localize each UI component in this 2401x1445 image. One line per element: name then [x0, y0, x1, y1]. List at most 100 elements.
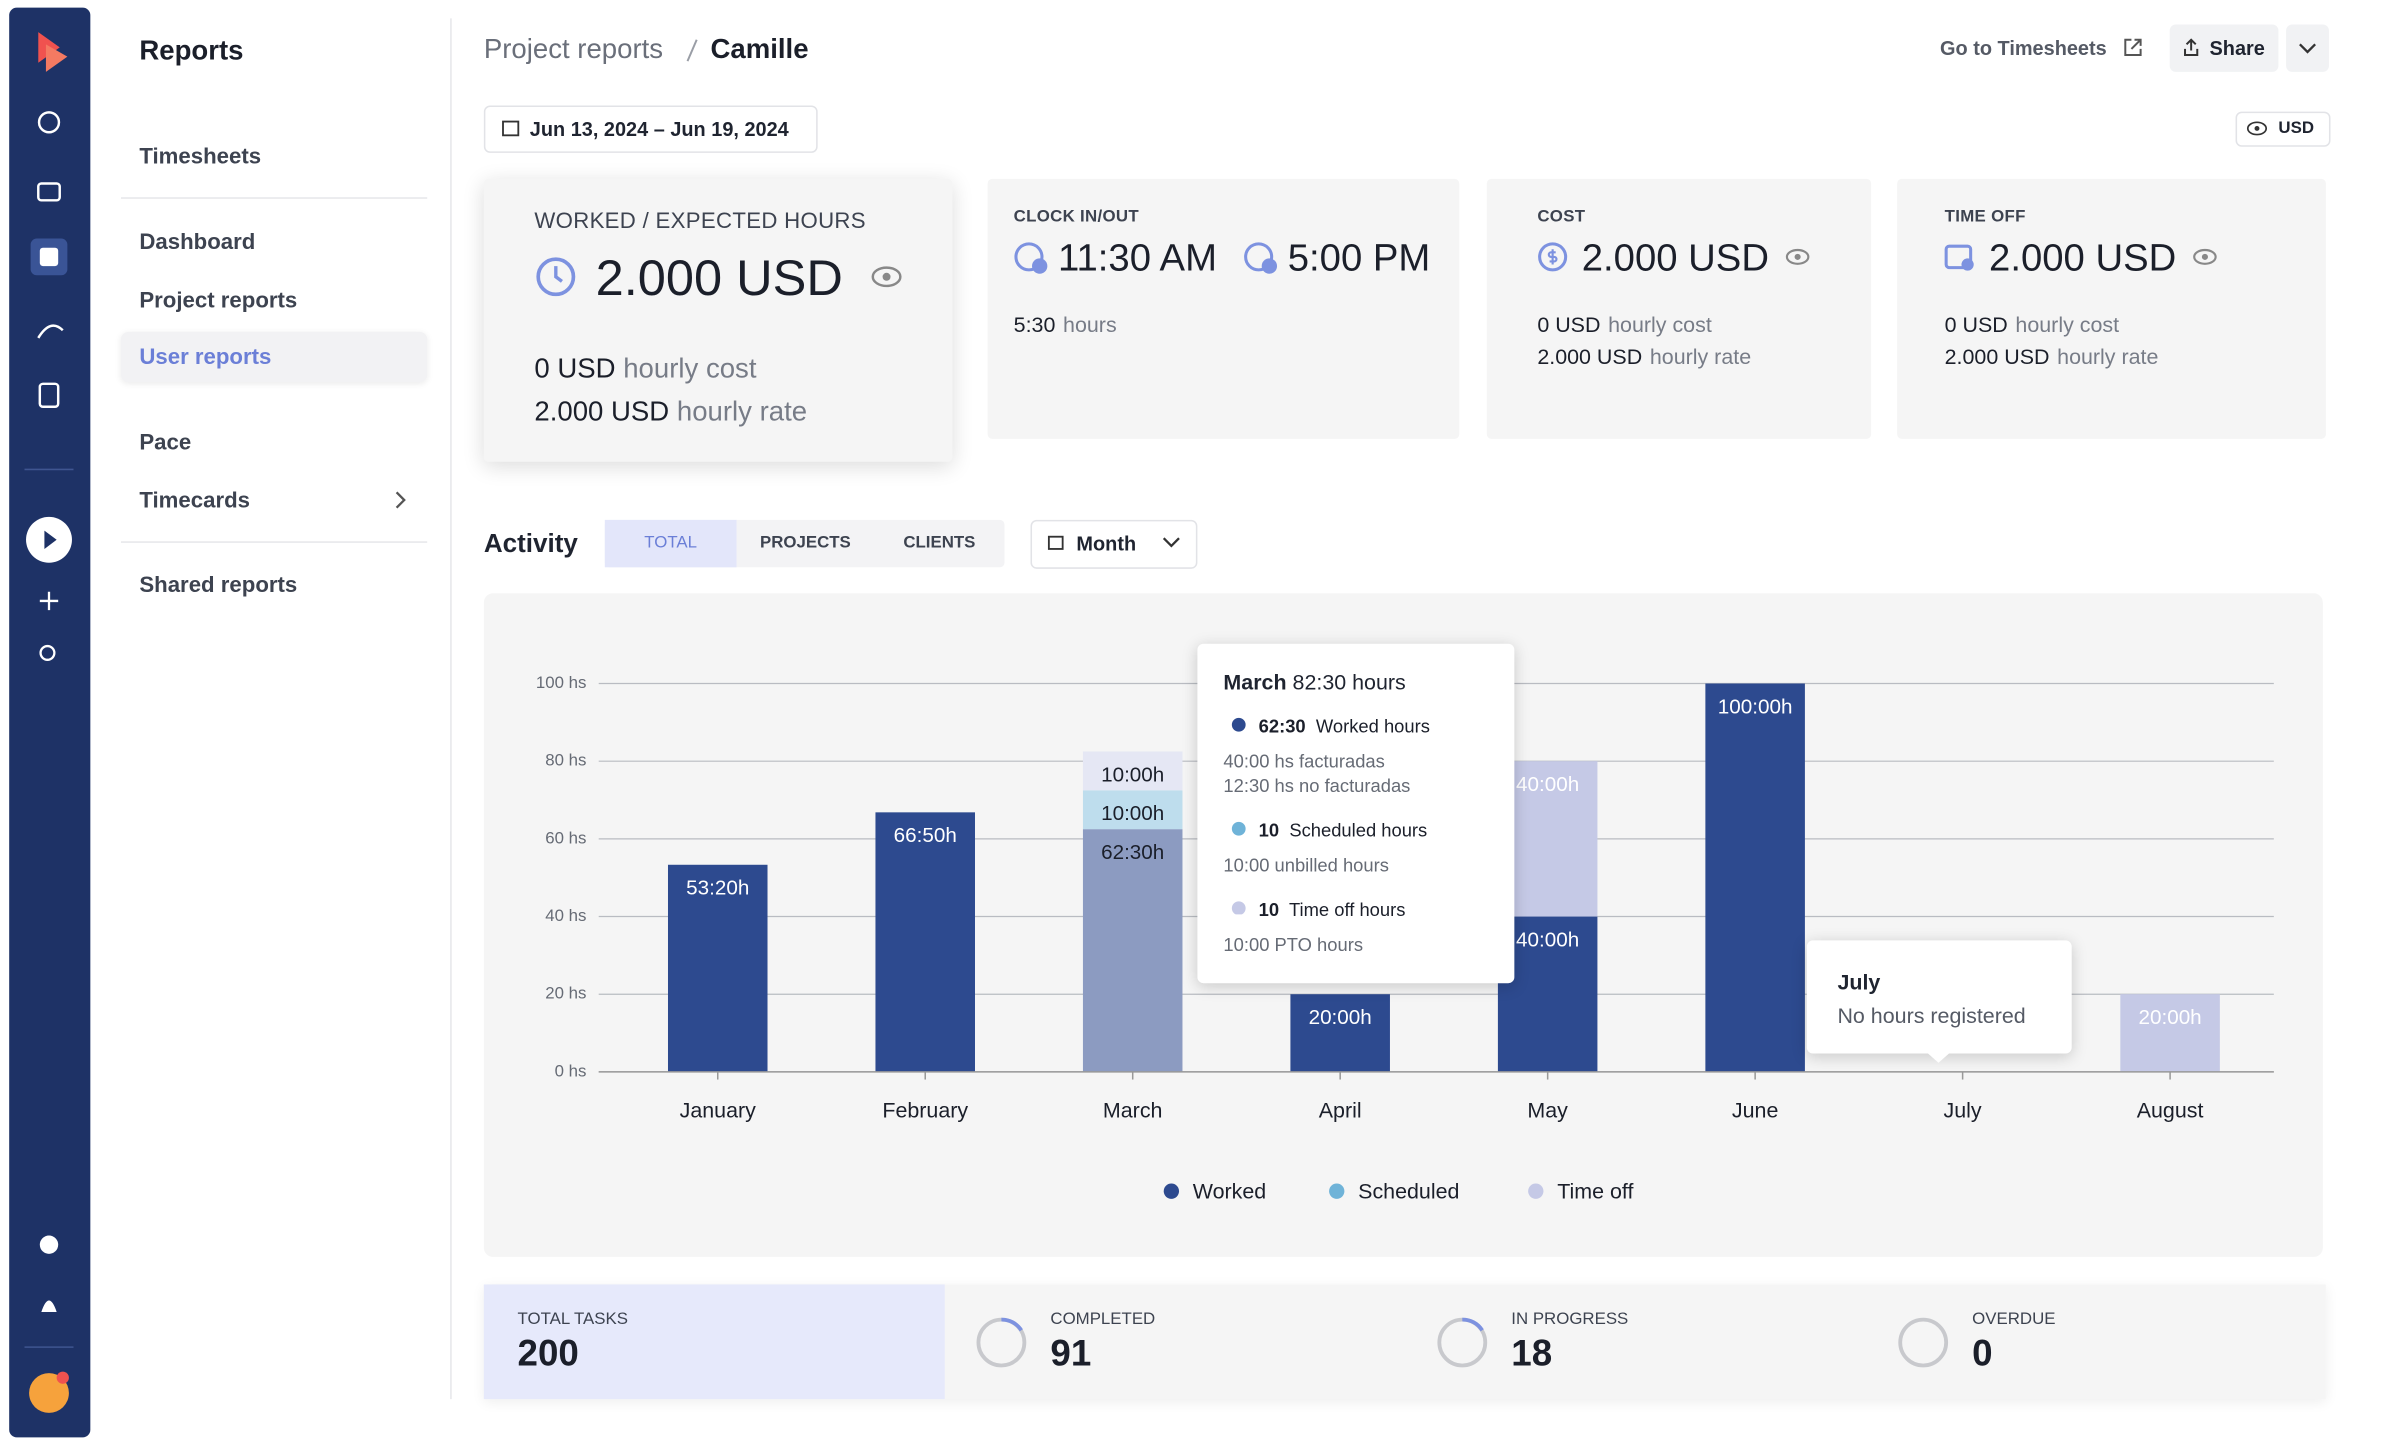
line-label: hourly cost	[623, 353, 757, 384]
value-label: 53:20h	[686, 877, 749, 900]
share-label: Share	[2209, 36, 2265, 60]
breadcrumb[interactable]: Project reports	[483, 33, 664, 65]
line-value: 0 USD	[534, 353, 616, 384]
progress-ring	[976, 1317, 1027, 1368]
nav-item[interactable]: Pace	[139, 431, 192, 456]
nav-item[interactable]: Project reports	[139, 288, 298, 314]
bar-segment	[1497, 916, 1598, 1072]
x-tick-label: June	[1732, 1098, 1778, 1122]
card-line: 0 USD hourly cost	[1537, 312, 1711, 336]
bar-segment	[1705, 683, 1805, 1072]
eye-icon[interactable]	[1784, 246, 1812, 267]
y-tick-label: 80 hs	[545, 751, 586, 770]
tooltip-dot	[1231, 901, 1246, 915]
task-label: COMPLETED	[1050, 1310, 1156, 1329]
line-label: hours	[1063, 311, 1117, 337]
tooltip-title: March	[1223, 669, 1287, 695]
nav-item[interactable]: Shared reports	[139, 573, 298, 598]
x-tick-label: April	[1319, 1098, 1362, 1122]
bar-segment	[1497, 761, 1598, 917]
y-tick-label: 100 hs	[536, 673, 587, 692]
tab-active[interactable]: TOTAL	[604, 519, 737, 568]
line-label: hourly rate	[2057, 344, 2159, 369]
breadcrumb-current: Camille	[710, 33, 809, 65]
tab[interactable]: CLIENTS	[903, 533, 976, 553]
period-select[interactable]	[1030, 519, 1198, 569]
x-tick-label: July	[1944, 1098, 1982, 1122]
card-amount: 2.000 USD	[1989, 237, 2177, 280]
divider	[120, 541, 428, 543]
task-label: OVERDUE	[1972, 1310, 2056, 1329]
divider	[120, 197, 428, 199]
share-button[interactable]	[2169, 24, 2279, 72]
card	[1897, 178, 2326, 439]
rail-icons	[24, 32, 74, 1413]
x-tick-label: August	[2137, 1098, 2204, 1122]
legend-label: Worked	[1193, 1179, 1266, 1203]
nav-item[interactable]: Timecards	[139, 489, 251, 514]
date-range: Jun 13, 2024 – Jun 19, 2024	[529, 117, 789, 141]
line-label: hourly rate	[676, 396, 808, 427]
calendar-icon	[1047, 535, 1064, 550]
value-label: 20:00h	[2139, 1006, 2202, 1029]
progress-ring	[1898, 1317, 1949, 1368]
legend-swatch	[1528, 1183, 1544, 1199]
nav-rail	[9, 7, 91, 1438]
period: Month	[1076, 532, 1137, 556]
bar-segment	[1082, 751, 1183, 791]
eye-icon[interactable]	[2191, 246, 2219, 267]
card	[483, 178, 953, 462]
task-value: 0	[1972, 1333, 1993, 1375]
share-icon	[2184, 38, 2199, 57]
bar-segment	[875, 812, 975, 1072]
eye-icon[interactable]	[870, 263, 904, 291]
card-label: COST	[1537, 207, 1586, 227]
value-label: 100:00h	[1718, 695, 1793, 718]
legend-swatch	[1329, 1183, 1345, 1199]
nav-active-bg	[120, 331, 428, 383]
card-amount: 2.000 USD	[1581, 237, 1769, 280]
progress-ring	[1437, 1317, 1488, 1368]
clock-in: 11:30 AM	[1058, 237, 1217, 280]
value-label: 20:00h	[1309, 1006, 1372, 1029]
task-value: 200	[517, 1333, 579, 1375]
nav-item[interactable]: Dashboard	[139, 230, 256, 256]
y-tick-label: 20 hs	[545, 984, 586, 1003]
tasks-active	[483, 1284, 945, 1400]
entry-value: 62:30	[1258, 715, 1306, 738]
line-value: 5:30	[1013, 311, 1056, 337]
bar-segment	[1082, 829, 1183, 1072]
line-value: 2.000 USD	[1944, 344, 2050, 369]
share-menu[interactable]	[2286, 24, 2329, 72]
line-value: 2.000 USD	[534, 396, 670, 427]
entry-value: 10	[1258, 819, 1280, 842]
link[interactable]: Go to Timesheets	[1940, 36, 2107, 60]
bar-segment	[2120, 994, 2220, 1072]
value-label: 10:00h	[1101, 763, 1164, 786]
value-label: 40:00h	[1516, 773, 1579, 796]
entry-detail: 12:30 hs no facturadas	[1223, 775, 1411, 797]
value-label: 40:00h	[1516, 928, 1579, 951]
ring-arc	[1462, 1317, 1484, 1332]
nav-item-active[interactable]: User reports	[139, 345, 272, 371]
y-tick-label: 0 hs	[555, 1061, 587, 1080]
tooltip-arrow	[1926, 1052, 1951, 1063]
x-tick-label: May	[1527, 1098, 1568, 1122]
nav-item[interactable]: Timesheets	[139, 145, 262, 170]
date-picker[interactable]	[483, 105, 818, 153]
chart: 0 hs 20 hs 40 hs 60 hs 80 hs 100 hs January 53:…	[536, 673, 2274, 1203]
currency-button[interactable]	[2235, 111, 2331, 147]
y-tick-label: 60 hs	[545, 828, 586, 847]
x-tick-label: February	[882, 1098, 968, 1122]
entry-label: Time off hours	[1288, 899, 1406, 921]
tooltip: March 82:30 hours 62:30 Worked hours 40:…	[1197, 643, 1515, 984]
task-value: 91	[1050, 1333, 1092, 1375]
tooltip-dot	[1231, 821, 1246, 836]
bar-segment	[1082, 790, 1183, 830]
cost-icon	[1538, 242, 1568, 272]
line-value: 0 USD	[1537, 311, 1601, 337]
legend-swatch	[1163, 1183, 1180, 1199]
tab[interactable]: PROJECTS	[760, 533, 851, 553]
